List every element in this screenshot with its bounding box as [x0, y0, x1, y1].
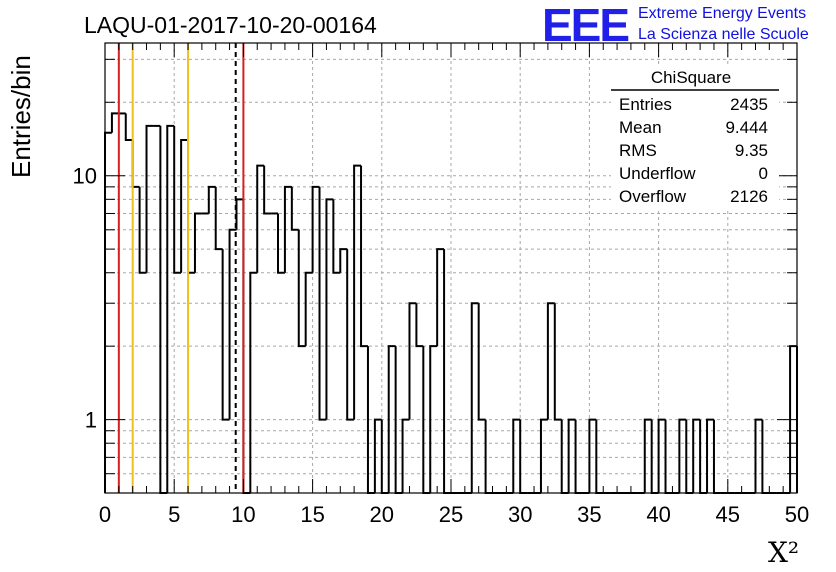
histogram-bin — [643, 418, 652, 493]
x-tick-label: 10 — [231, 502, 255, 527]
histogram-bin — [207, 185, 216, 214]
stats-value-rms: 9.35 — [735, 141, 768, 160]
x-tick-label: 15 — [300, 502, 324, 527]
histogram-bin — [443, 249, 451, 494]
x-tick-label: 5 — [168, 502, 180, 527]
histogram-bin — [553, 303, 562, 421]
histogram-bin — [546, 302, 555, 420]
histogram-bin — [311, 185, 320, 273]
histogram-bin — [512, 418, 521, 493]
stats-label-entries: Entries — [619, 95, 672, 114]
histogram-bin — [256, 164, 265, 273]
x-tick-label: 35 — [577, 502, 601, 527]
histogram-bin — [539, 418, 548, 493]
histogram-bin — [429, 345, 438, 493]
logo-line-1: Extreme Energy Events — [638, 5, 806, 22]
histogram-bin — [415, 303, 424, 348]
histogram-bin — [436, 248, 445, 347]
histogram-bin — [277, 213, 285, 274]
histogram-bin — [325, 198, 334, 420]
histogram-bin — [145, 124, 154, 273]
x-tick-label: 40 — [646, 502, 670, 527]
histogram-bin — [214, 186, 223, 251]
stats-box: ChiSquare Entries 2435 Mean 9.444 RMS 9.… — [611, 67, 779, 209]
x-tick-label: 20 — [370, 502, 394, 527]
histogram-bin — [193, 212, 202, 273]
histogram-bin — [187, 140, 195, 274]
histogram-bin — [228, 228, 237, 420]
stats-value-entries: 2435 — [730, 95, 768, 114]
y-axis-title: Entries/bin — [6, 55, 36, 178]
histogram-bin — [124, 113, 133, 142]
histogram-bin — [138, 186, 147, 274]
histogram-bin — [706, 418, 714, 493]
page-title: LAQU-01-2017-10-20-00164 — [84, 12, 377, 38]
eee-logo: EEE Extreme Energy Events La Scienza nel… — [542, 0, 809, 51]
histogram-bin — [387, 345, 396, 493]
reference-lines — [117, 43, 245, 493]
histogram-bin — [131, 140, 140, 188]
histogram-bin — [221, 249, 230, 421]
histogram-bin — [283, 185, 292, 273]
histogram-bin — [249, 271, 258, 493]
histogram-bin — [297, 229, 306, 348]
histogram-bin — [470, 302, 479, 493]
histogram-bin — [353, 164, 362, 420]
histogram-bin — [567, 418, 576, 493]
histogram-bin — [477, 303, 486, 421]
histogram-bin — [678, 418, 687, 493]
stats-label-mean: Mean — [619, 118, 662, 137]
stats-label-overflow: Overflow — [619, 187, 687, 206]
y-tick-label: 1 — [85, 408, 97, 433]
histogram-bin — [346, 249, 355, 421]
tick-labels: 0 5 10 15 20 25 30 35 40 45 50 1 10 — [73, 164, 810, 527]
histogram-bin — [373, 418, 382, 493]
histogram-bin — [332, 199, 341, 274]
stats-label-underflow: Underflow — [619, 164, 696, 183]
histogram-bin — [754, 418, 763, 493]
histogram-bin — [235, 198, 244, 230]
histogram-bin — [657, 418, 666, 493]
x-tick-label: 0 — [99, 502, 111, 527]
histogram-bin — [173, 125, 182, 274]
x-tick-label: 50 — [785, 502, 809, 527]
histogram-bin — [166, 124, 175, 493]
histogram-bin — [180, 139, 189, 273]
histogram-bin — [692, 418, 701, 493]
x-tick-label: 25 — [439, 502, 463, 527]
histogram-bin — [401, 418, 410, 493]
x-axis-title: X² — [768, 536, 799, 569]
histogram-bin — [318, 186, 327, 421]
histogram-bin — [339, 248, 348, 273]
histogram-bin — [110, 112, 119, 133]
x-tick-label: 45 — [716, 502, 740, 527]
histogram-bin — [159, 125, 168, 494]
stats-title: ChiSquare — [651, 68, 731, 87]
histogram-bin — [290, 186, 299, 231]
logo-line-2: La Scienza nelle Scuole — [638, 26, 809, 43]
y-tick-label: 10 — [73, 164, 97, 189]
histogram-bin — [304, 271, 313, 347]
histogram-bin — [263, 165, 272, 215]
stats-value-underflow: 0 — [759, 164, 768, 183]
stats-value-mean: 9.444 — [725, 118, 768, 137]
axis-ticks — [104, 43, 798, 493]
logo-mark: EEE — [542, 0, 628, 51]
stats-value-overflow: 2126 — [730, 187, 768, 206]
stats-label-rms: RMS — [619, 141, 657, 160]
histogram-bin — [408, 302, 417, 420]
x-tick-label: 30 — [508, 502, 532, 527]
histogram-bin — [588, 418, 597, 493]
histogram-bin — [360, 165, 368, 348]
